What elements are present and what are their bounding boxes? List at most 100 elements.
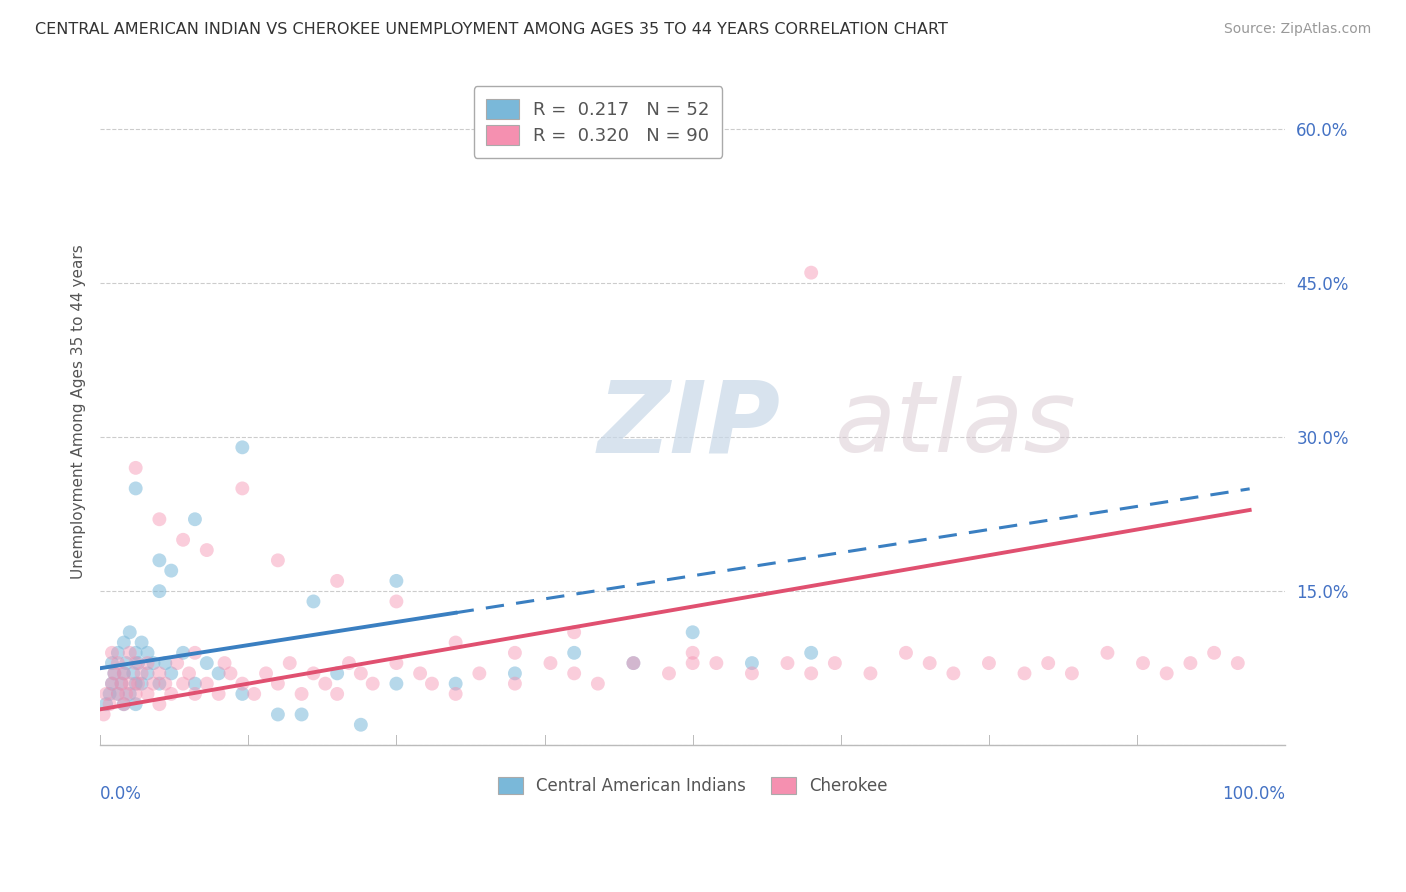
- Point: [148, 676, 170, 690]
- Point: [1132, 656, 1154, 670]
- Point: [942, 666, 965, 681]
- Point: [977, 656, 1000, 670]
- Point: [682, 646, 704, 660]
- Point: [125, 482, 148, 496]
- Point: [326, 574, 349, 588]
- Point: [142, 656, 165, 670]
- Point: [160, 666, 183, 681]
- Point: [540, 656, 562, 670]
- Point: [302, 594, 325, 608]
- Point: [800, 646, 823, 660]
- Point: [131, 676, 153, 690]
- Point: [115, 656, 138, 670]
- Point: [231, 440, 253, 454]
- Legend: Central American Indians, Cherokee: Central American Indians, Cherokee: [489, 769, 896, 804]
- Point: [148, 584, 170, 599]
- Point: [184, 646, 207, 660]
- Point: [231, 687, 253, 701]
- Point: [160, 687, 183, 701]
- Point: [98, 687, 121, 701]
- Point: [503, 666, 526, 681]
- Point: [409, 666, 432, 681]
- Point: [101, 676, 124, 690]
- Point: [385, 574, 408, 588]
- Point: [918, 656, 941, 670]
- Point: [586, 676, 609, 690]
- Point: [125, 646, 148, 660]
- Point: [131, 635, 153, 649]
- Point: [118, 687, 141, 701]
- Point: [1060, 666, 1083, 681]
- Point: [800, 266, 823, 280]
- Point: [172, 676, 194, 690]
- Point: [243, 687, 266, 701]
- Point: [125, 687, 148, 701]
- Point: [112, 666, 135, 681]
- Point: [562, 646, 585, 660]
- Point: [1156, 666, 1178, 681]
- Point: [184, 676, 207, 690]
- Point: [103, 666, 125, 681]
- Point: [385, 676, 408, 690]
- Point: [110, 676, 132, 690]
- Text: 0.0%: 0.0%: [100, 785, 142, 804]
- Point: [184, 512, 207, 526]
- Point: [682, 656, 704, 670]
- Point: [136, 666, 159, 681]
- Point: [350, 717, 373, 731]
- Point: [385, 656, 408, 670]
- Point: [1180, 656, 1202, 670]
- Point: [125, 697, 148, 711]
- Point: [1097, 646, 1119, 660]
- Point: [859, 666, 882, 681]
- Point: [122, 666, 145, 681]
- Point: [125, 461, 148, 475]
- Point: [172, 533, 194, 547]
- Point: [131, 666, 153, 681]
- Point: [741, 656, 763, 670]
- Point: [93, 707, 115, 722]
- Point: [562, 625, 585, 640]
- Y-axis label: Unemployment Among Ages 35 to 44 years: Unemployment Among Ages 35 to 44 years: [72, 244, 86, 579]
- Point: [1226, 656, 1249, 670]
- Point: [107, 656, 129, 670]
- Point: [314, 676, 336, 690]
- Point: [101, 656, 124, 670]
- Point: [166, 656, 188, 670]
- Point: [125, 676, 148, 690]
- Point: [94, 697, 117, 711]
- Point: [444, 687, 467, 701]
- Point: [444, 676, 467, 690]
- Point: [1204, 646, 1226, 660]
- Point: [267, 676, 290, 690]
- Point: [503, 676, 526, 690]
- Point: [127, 656, 149, 670]
- Point: [350, 666, 373, 681]
- Point: [107, 646, 129, 660]
- Point: [94, 687, 117, 701]
- Point: [98, 697, 121, 711]
- Point: [468, 666, 491, 681]
- Point: [291, 687, 314, 701]
- Point: [195, 656, 218, 670]
- Point: [682, 625, 704, 640]
- Point: [101, 646, 124, 660]
- Point: [172, 646, 194, 660]
- Point: [326, 666, 349, 681]
- Point: [623, 656, 645, 670]
- Point: [148, 666, 170, 681]
- Point: [148, 553, 170, 567]
- Point: [112, 697, 135, 711]
- Point: [195, 543, 218, 558]
- Text: 100.0%: 100.0%: [1222, 785, 1285, 804]
- Point: [1014, 666, 1036, 681]
- Point: [254, 666, 277, 681]
- Point: [302, 666, 325, 681]
- Point: [208, 666, 231, 681]
- Point: [231, 482, 253, 496]
- Point: [160, 564, 183, 578]
- Point: [741, 666, 763, 681]
- Text: CENTRAL AMERICAN INDIAN VS CHEROKEE UNEMPLOYMENT AMONG AGES 35 TO 44 YEARS CORRE: CENTRAL AMERICAN INDIAN VS CHEROKEE UNEM…: [35, 22, 948, 37]
- Point: [824, 656, 846, 670]
- Point: [267, 707, 290, 722]
